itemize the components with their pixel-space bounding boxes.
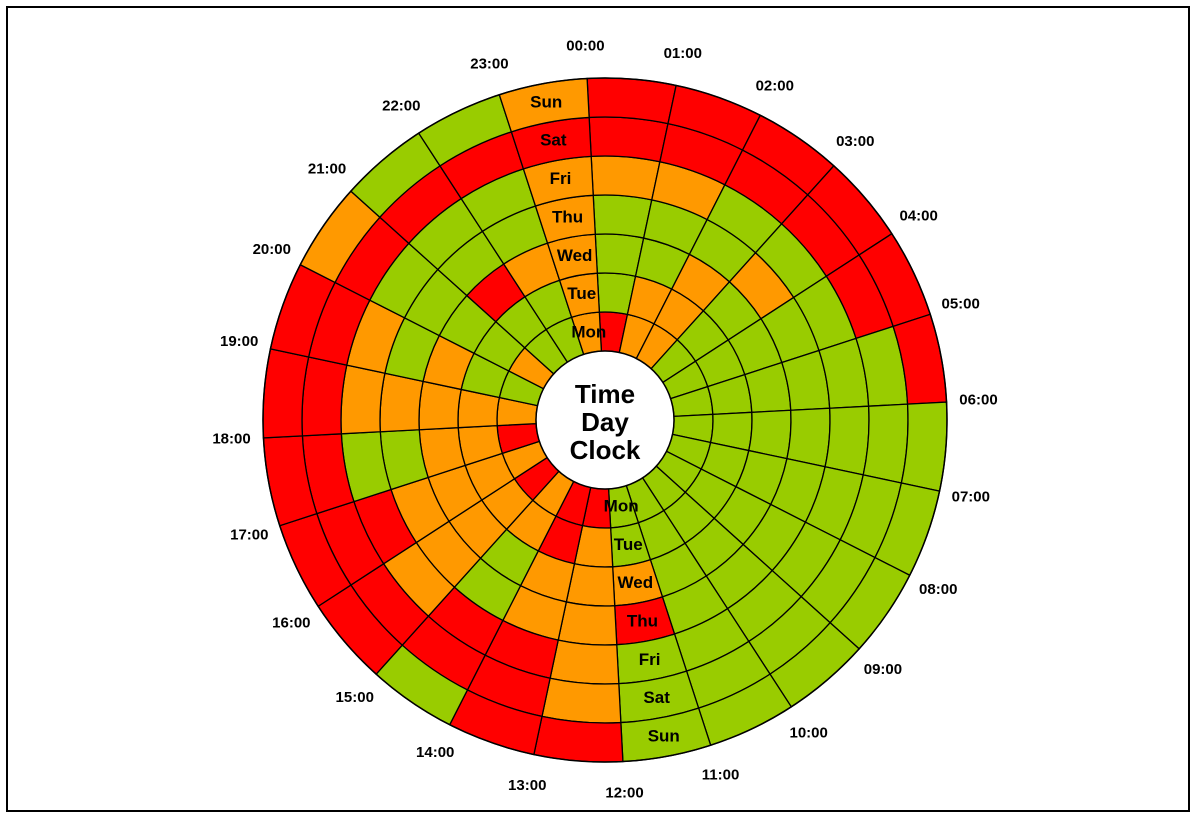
hour-label-1000: 10:00 <box>790 725 828 742</box>
cell-sun-0600 <box>900 401 948 492</box>
hour-label-0800: 08:00 <box>919 581 957 598</box>
day-label-bottom-sat: Sat <box>643 688 670 707</box>
hour-label-0200: 02:00 <box>756 78 794 95</box>
hour-label-0600: 06:00 <box>959 391 997 408</box>
hour-label-1100: 11:00 <box>702 767 740 784</box>
hour-label-0900: 09:00 <box>864 661 902 678</box>
cell-sun-0000 <box>586 77 677 125</box>
center-title-line-1: Time <box>575 379 635 409</box>
hour-label-0700: 07:00 <box>952 489 990 506</box>
day-label-bottom-mon: Mon <box>604 497 639 516</box>
hour-label-2000: 20:00 <box>253 241 291 258</box>
day-label-bottom-fri: Fri <box>639 650 661 669</box>
hour-label-0300: 03:00 <box>836 133 874 150</box>
hour-labels: 00:00 01:00 02:00 03:00 04:00 05:00 06:00 07:00… <box>212 37 997 801</box>
hour-label-1800: 18:00 <box>212 431 250 448</box>
cell-fri-1800 <box>340 364 386 435</box>
day-label-top-sun: Sun <box>530 92 562 111</box>
hour-label-1300: 13:00 <box>508 777 546 794</box>
cell-sat-1800 <box>301 356 348 437</box>
hour-label-1200: 12:00 <box>605 784 643 801</box>
hour-label-1600: 16:00 <box>272 615 310 632</box>
cell-sun-1800 <box>262 348 310 439</box>
day-label-top-mon: Mon <box>571 322 606 341</box>
cell-sat-1200 <box>541 677 622 724</box>
day-labels-bottom: Mon Tue Wed Thu Fri Sat Sun <box>604 497 680 746</box>
hour-label-1400: 14:00 <box>416 744 454 761</box>
heatmap-cells <box>262 77 948 763</box>
cell-thu-1200 <box>557 601 618 646</box>
hour-label-0000: 00:00 <box>566 37 604 54</box>
day-label-top-wed: Wed <box>557 246 593 265</box>
hour-label-2200: 22:00 <box>382 97 420 114</box>
cell-fri-1200 <box>549 639 620 685</box>
center-title-line-3: Clock <box>570 435 641 465</box>
cell-sat-0000 <box>588 116 669 163</box>
hour-label-1700: 17:00 <box>230 527 268 544</box>
cell-sat-0600 <box>862 403 909 484</box>
cell-sun-1200 <box>533 715 624 763</box>
day-labels-top: Mon Tue Wed Thu Fri Sat Sun <box>530 92 606 341</box>
day-label-bottom-tue: Tue <box>614 535 643 554</box>
hour-label-0100: 01:00 <box>664 45 702 62</box>
hour-label-0500: 05:00 <box>942 295 980 312</box>
center-title-line-2: Day <box>581 407 629 437</box>
hour-label-1500: 15:00 <box>336 689 374 706</box>
day-label-top-sat: Sat <box>540 131 567 150</box>
day-label-bottom-wed: Wed <box>618 573 654 592</box>
center-circle <box>535 350 675 490</box>
chart-frame: 00:00 01:00 02:00 03:00 04:00 05:00 06:00 07:00… <box>6 6 1190 812</box>
cell-thu-0600 <box>786 407 831 468</box>
day-label-top-thu: Thu <box>552 207 583 226</box>
day-label-bottom-sun: Sun <box>648 727 680 746</box>
cell-fri-0600 <box>824 405 870 476</box>
time-day-clock-chart: 00:00 01:00 02:00 03:00 04:00 05:00 06:00 07:00… <box>212 37 997 801</box>
outer-ring-border <box>262 77 948 763</box>
day-label-top-fri: Fri <box>550 169 572 188</box>
day-label-bottom-thu: Thu <box>627 612 658 631</box>
day-label-top-tue: Tue <box>567 284 596 303</box>
hour-label-1900: 19:00 <box>220 333 258 350</box>
hour-label-2100: 21:00 <box>308 161 346 178</box>
hour-label-0400: 04:00 <box>899 207 937 224</box>
cell-fri-0000 <box>590 155 661 201</box>
cell-thu-1800 <box>379 372 424 433</box>
cell-thu-0000 <box>592 194 653 239</box>
hour-label-2300: 23:00 <box>470 55 508 72</box>
